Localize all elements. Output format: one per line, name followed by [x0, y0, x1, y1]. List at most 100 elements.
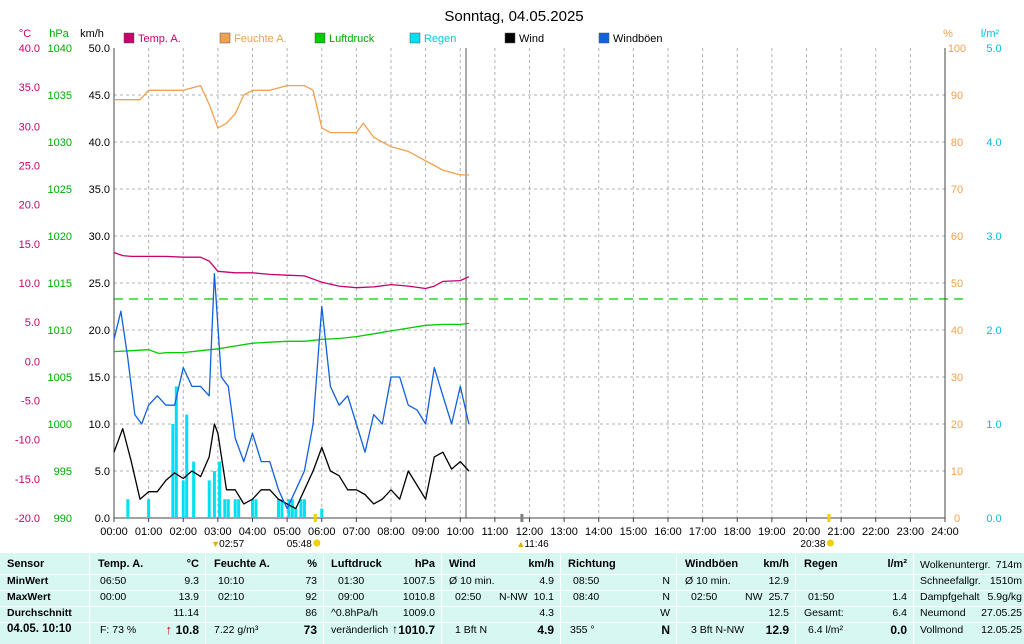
pressure-tick-label: 1020: [48, 231, 72, 243]
wind-beaufort: 1 Bft N: [455, 624, 488, 636]
wind-unit: km/h: [528, 558, 554, 570]
row-divider: [0, 606, 1024, 607]
gusts-avg10-label: Ø 10 min.: [685, 575, 731, 587]
rain-bar: [299, 499, 303, 518]
pressure-unit: hPa: [414, 558, 435, 570]
rain-current-value: 0.0: [890, 623, 907, 637]
misc-column: Wolkenuntergr. 714m Schneefallgr. 1510m …: [913, 553, 1024, 644]
temp-tick-label: 0.0: [25, 356, 40, 368]
wind-header: Wind: [449, 558, 476, 570]
temp-column: Temp. A. °C 06:50 9.3 00:00 13.9 11.14 F…: [89, 553, 205, 644]
legend-label: Windböen: [613, 33, 663, 45]
chart-axes: 40.0 35.0 30.0 25.0 20.0 15.0 10.0 5.0 0.0 -5.0 -1…: [15, 43, 1002, 538]
time-tick-label: 01:00: [135, 526, 163, 538]
time-tick-label: 22:00: [862, 526, 890, 538]
pressure-tick-label: 1035: [48, 90, 72, 102]
temp-max-time: 00:00: [100, 591, 127, 603]
time-tick-label: 14:00: [585, 526, 613, 538]
full-moon-value: 12.05.25: [981, 624, 1022, 636]
pressure-tick-label: 1000: [48, 419, 72, 431]
rain-total-value: 6.4: [892, 607, 907, 619]
pressure-tick-label: 1040: [48, 43, 72, 55]
sun-icon: [313, 539, 321, 547]
row-divider: [0, 590, 1024, 591]
cloud-base-value: 714m: [995, 559, 1022, 571]
rain-tick-label: 5.0: [986, 43, 1001, 55]
full-moon-label: Vollmond: [920, 624, 964, 636]
wind-tick-label: 20.0: [89, 325, 110, 337]
time-tick-label: 04:00: [239, 526, 267, 538]
rain-header: Regen: [804, 558, 838, 570]
humidity-tick-label: 20: [951, 419, 963, 431]
wind-avg-value: 4.3: [539, 607, 554, 619]
pressure-tick-label: 995: [54, 466, 72, 478]
temp-tick-label: -5.0: [21, 396, 40, 408]
legend-swatch: [598, 32, 610, 44]
humidity-tick-label: 90: [951, 90, 963, 102]
pressure-tick-label: 990: [54, 513, 72, 525]
humidity-tick-label: 10: [951, 466, 963, 478]
time-tick-label: 24:00: [931, 526, 959, 538]
time-tick-label: 21:00: [827, 526, 855, 538]
legend-swatch: [219, 32, 231, 44]
temp-tick-label: 40.0: [19, 43, 40, 55]
series-line-windb-en: [113, 272, 470, 510]
time-tick-label: 00:00: [100, 526, 128, 538]
noon-time: 11:46: [524, 539, 549, 550]
time-tick-label: 06:00: [308, 526, 336, 538]
row-label-max: MaxWert: [7, 591, 51, 603]
gusts-current-value: 12.9: [765, 623, 789, 637]
rain-unit: l/m²: [887, 558, 907, 570]
legend-swatch: [504, 32, 516, 44]
temp-min-time: 06:50: [100, 575, 127, 587]
series-line-luftdruck: [113, 322, 469, 355]
direction-current: N: [661, 623, 670, 637]
humidity-min-time: 10:10: [218, 575, 245, 587]
snowline-value: 1510m: [989, 575, 1022, 587]
moonset-time: 02:57: [219, 539, 244, 550]
gusts-beaufort: 3 Bft N-NW: [691, 624, 745, 636]
humidity-max-value: 92: [305, 591, 317, 603]
wind-tick-label: 25.0: [89, 278, 110, 290]
time-tick-label: 08:00: [377, 526, 405, 538]
pressure-current-value: 1010.7: [398, 623, 435, 637]
time-tick-label: 18:00: [723, 526, 751, 538]
wind-tick-label: 40.0: [89, 137, 110, 149]
rain-bar: [171, 424, 175, 518]
gusts-avg10-value: 12.9: [768, 575, 789, 587]
time-tick-label: 16:00: [654, 526, 682, 538]
cloud-base-label: Wolkenuntergr.: [920, 559, 991, 571]
humidity-header: Feuchte A.: [214, 558, 270, 570]
pressure-tick-label: 1010: [48, 325, 72, 337]
humidity-column: Feuchte A. % 10:10 73 02:10 92 86 7.22 g…: [205, 553, 323, 644]
legend-label: Luftdruck: [329, 33, 375, 45]
rain-bar: [290, 499, 294, 518]
rain-bar: [185, 414, 189, 518]
temp-avg-value: 11.14: [173, 607, 200, 619]
temp-max-value: 13.9: [178, 591, 199, 603]
wind-avg10-label: Ø 10 min.: [449, 575, 495, 587]
legend-swatch: [123, 32, 135, 44]
pressure-tick-label: 1025: [48, 184, 72, 196]
temp-trend-arrow-icon: ↑: [165, 622, 173, 637]
direction-time-2: 08:40: [573, 591, 600, 603]
chart-title: Sonntag, 04.05.2025: [444, 8, 583, 25]
rain-bar: [212, 471, 216, 518]
new-moon-label: Neumond: [920, 607, 966, 619]
rain-bar: [287, 499, 291, 518]
time-tick-label: 05:00: [273, 526, 301, 538]
direction-header: Richtung: [568, 558, 616, 570]
temp-unit-label: °C: [19, 28, 31, 40]
rain-tick-label: 2.0: [986, 325, 1001, 337]
wind-tick-label: 10.0: [89, 419, 110, 431]
pressure-max-time: 09:00: [338, 591, 365, 603]
sun-icon: [826, 539, 834, 547]
rain-tick-label: 1.0: [986, 419, 1001, 431]
wind-avg10-value: 4.9: [539, 575, 554, 587]
humidity-absolute: 7.22 g/m³: [214, 624, 259, 636]
direction-column: Richtung 08:50 N 08:40 N W 355 ° N: [560, 553, 676, 644]
humidity-tick-label: 30: [951, 372, 963, 384]
rain-max-value: 1.4: [892, 591, 907, 603]
wind-max-time: 02:50: [455, 591, 482, 603]
direction-value-2: N: [662, 591, 670, 603]
